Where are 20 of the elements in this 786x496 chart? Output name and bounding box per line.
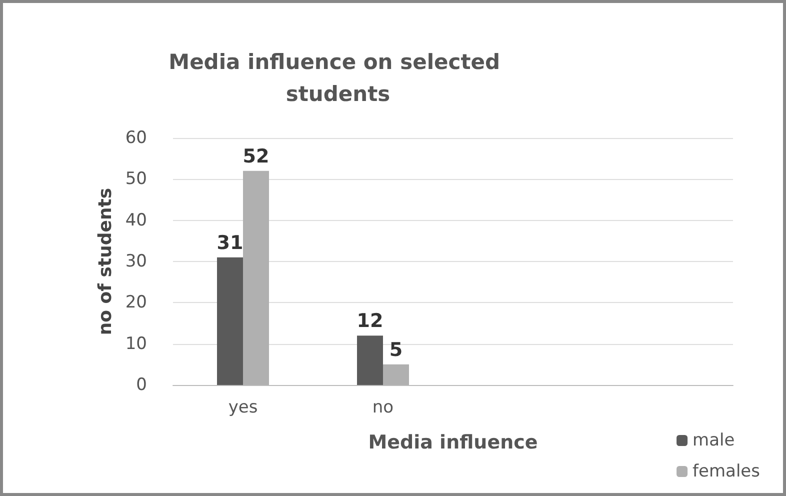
y-tick-label: 50 (125, 169, 147, 190)
x-tick-label: no (372, 398, 394, 418)
y-tick-label: 40 (125, 210, 147, 230)
bar (357, 336, 383, 385)
legend-label: male (692, 430, 735, 450)
data-label: 31 (216, 232, 244, 254)
y-axis-title: no of students (94, 188, 116, 336)
data-label: 12 (356, 310, 384, 332)
y-tick-label: 0 (136, 375, 147, 395)
y-tick-label: 60 (125, 128, 147, 148)
x-tick-label: yes (228, 398, 258, 418)
y-tick-label: 20 (125, 292, 147, 313)
y-tick-label: 30 (125, 252, 147, 272)
chart-title: Media influence on selected students (168, 50, 508, 106)
x-axis-title: Media influence (368, 432, 538, 454)
data-label: 52 (242, 145, 270, 168)
data-label: 5 (389, 338, 403, 361)
legend-label: females (692, 462, 760, 482)
y-tick-label: 10 (125, 334, 147, 354)
bar (217, 257, 243, 385)
